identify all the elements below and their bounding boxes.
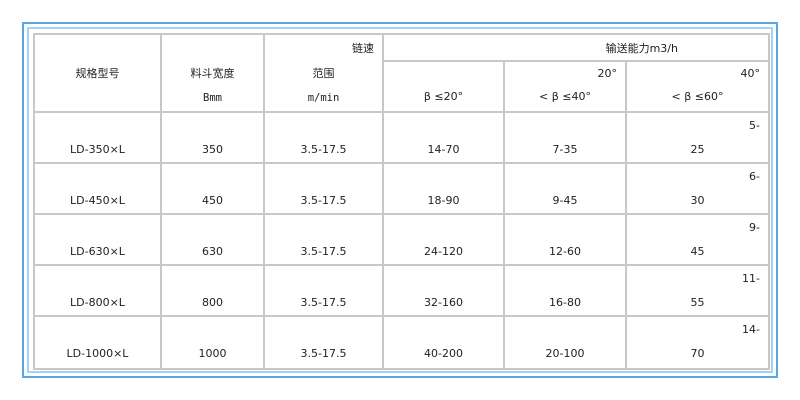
cell-cap3-text: 55 [690, 296, 705, 309]
header-chain-speed: 链速范围 m/min [263, 33, 384, 113]
table-frame [22, 22, 778, 378]
cell-cap3-text: 45 [690, 245, 705, 258]
cell-cap1-text: 32-160 [424, 296, 463, 309]
cell-cap3: 11- 55 [625, 264, 770, 317]
cell-model-text: LD-350×L [70, 143, 125, 156]
cell-width: 350 [160, 111, 265, 164]
header-hopper-width-label: 料斗宽度 [190, 67, 235, 80]
cell-speed: 3.5-17.5 [263, 162, 384, 215]
cell-model-text: LD-1000×L [66, 347, 129, 360]
cell-cap2-text: 20-100 [545, 347, 585, 360]
table-row: LD-800×L 800 3.5-17.5 32-160 16-80 11- 55 [33, 264, 770, 317]
cell-model: LD-1000×L [33, 315, 162, 370]
cell-speed: 3.5-17.5 [263, 315, 384, 370]
header-angle3-top: 40° [740, 67, 761, 80]
cell-speed: 3.5-17.5 [263, 213, 384, 266]
header-hopper-width: 料斗宽度 Bmm [160, 33, 265, 113]
cell-speed: 3.5-17.5 [263, 111, 384, 164]
header-angle2-top: 20° [597, 67, 618, 80]
cell-model-text: LD-630×L [70, 245, 125, 258]
cell-cap2: 7-35 [503, 111, 627, 164]
table-frame-inner [27, 27, 773, 373]
cell-width-text: 800 [202, 296, 223, 309]
table-row: LD-450×L 450 3.5-17.5 18-90 9-45 6- 30 [33, 162, 770, 215]
header-angle1-label: β ≤20° [423, 90, 464, 103]
cell-cap1: 14-70 [382, 111, 505, 164]
cell-width-text: 630 [202, 245, 223, 258]
cell-cap3-top: 6- [749, 170, 760, 183]
cell-cap2: 16-80 [503, 264, 627, 317]
cell-cap3-text: 25 [690, 143, 705, 156]
header-angle1: β ≤20° [382, 60, 505, 113]
cell-model: LD-630×L [33, 213, 162, 266]
header-angle3: 40° < β ≤60° [625, 60, 770, 113]
cell-cap3: 14- 70 [625, 315, 770, 370]
header-angle2-label: < β ≤40° [539, 90, 591, 103]
header-model: 规格型号 [33, 33, 162, 113]
cell-model: LD-350×L [33, 111, 162, 164]
cell-cap1-text: 18-90 [427, 194, 460, 207]
cell-model: LD-450×L [33, 162, 162, 215]
cell-cap3-top: 5- [749, 119, 760, 132]
cell-cap3-top: 14- [742, 323, 760, 336]
cell-cap1: 40-200 [382, 315, 505, 370]
header-range-label: 范围 [312, 67, 335, 80]
cell-cap3-top: 11- [742, 272, 760, 285]
cell-cap2-text: 16-80 [549, 296, 581, 309]
cell-cap3-text: 70 [690, 347, 705, 360]
cell-cap1-text: 40-200 [424, 347, 463, 360]
cell-cap1: 32-160 [382, 264, 505, 317]
cell-speed: 3.5-17.5 [263, 264, 384, 317]
cell-width: 630 [160, 213, 265, 266]
cell-speed-text: 3.5-17.5 [300, 347, 347, 360]
header-capacity-label: 输送能力m3/h [605, 42, 678, 55]
table-row: LD-630×L 630 3.5-17.5 24-120 12-60 9- 45 [33, 213, 770, 266]
cell-width-text: 450 [202, 194, 223, 207]
cell-cap2: 20-100 [503, 315, 627, 370]
cell-width-text: 350 [202, 143, 223, 156]
cell-width: 800 [160, 264, 265, 317]
header-capacity: 输送能力m3/h [382, 33, 770, 62]
cell-width-text: 1000 [198, 347, 227, 360]
table-row: LD-1000×L 1000 3.5-17.5 40-200 20-100 14- 70 [33, 315, 770, 370]
cell-cap1: 18-90 [382, 162, 505, 215]
cell-width: 450 [160, 162, 265, 215]
cell-speed-text: 3.5-17.5 [300, 194, 347, 207]
cell-cap2: 12-60 [503, 213, 627, 266]
cell-cap3-text: 30 [690, 194, 705, 207]
header-range-unit: m/min [307, 92, 340, 104]
cell-speed-text: 3.5-17.5 [300, 245, 347, 258]
cell-cap1-text: 24-120 [424, 245, 463, 258]
cell-model-text: LD-800×L [70, 296, 125, 309]
table-row: LD-350×L 350 3.5-17.5 14-70 7-35 5- 25 [33, 111, 770, 164]
cell-speed-text: 3.5-17.5 [300, 143, 347, 156]
cell-model-text: LD-450×L [70, 194, 125, 207]
cell-cap1: 24-120 [382, 213, 505, 266]
cell-cap3: 5- 25 [625, 111, 770, 164]
cell-cap2: 9-45 [503, 162, 627, 215]
header-hopper-width-unit: Bmm [203, 92, 222, 104]
cell-cap3-top: 9- [749, 221, 760, 234]
cell-width: 1000 [160, 315, 265, 370]
cell-speed-text: 3.5-17.5 [300, 296, 347, 309]
header-angle3-label: < β ≤60° [671, 90, 724, 103]
cell-cap2-text: 7-35 [552, 143, 578, 156]
cell-cap3: 6- 30 [625, 162, 770, 215]
spec-table: 规格型号 料斗宽度 Bmm 链速范围 m/min 输送能力m3/h β ≤20° 2… [33, 33, 770, 370]
header-angle2: 20° < β ≤40° [503, 60, 627, 113]
header-model-label: 规格型号 [75, 67, 120, 80]
cell-cap3: 9- 45 [625, 213, 770, 266]
cell-cap2-text: 9-45 [552, 194, 578, 207]
cell-cap2-text: 12-60 [549, 245, 581, 258]
header-chain-speed-label: 链速 [352, 42, 374, 55]
cell-model: LD-800×L [33, 264, 162, 317]
cell-cap1-text: 14-70 [427, 143, 460, 156]
